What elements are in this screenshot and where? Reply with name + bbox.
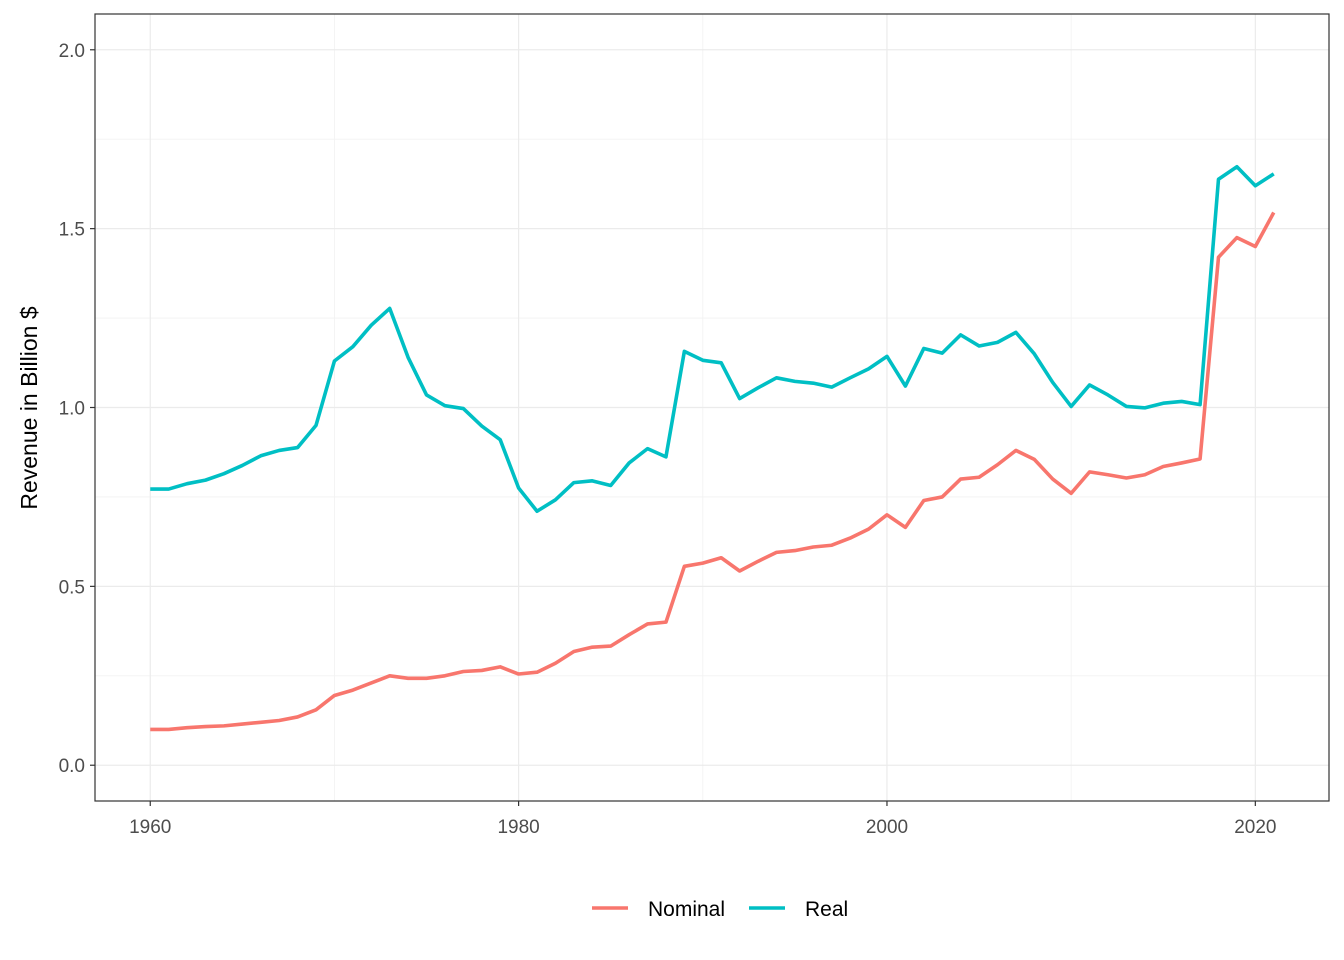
y-tick-label: 0.5 (59, 577, 85, 598)
x-tick-label: 1980 (497, 817, 539, 838)
legend-item-nominal: Nominal (592, 898, 725, 921)
legend-label: Nominal (648, 898, 725, 921)
grid-lines (95, 14, 1329, 801)
legend: Nominal Real (592, 898, 848, 921)
y-tick-label: 2.0 (59, 41, 85, 62)
legend-item-real: Real (749, 898, 848, 921)
axis-ticks: 1960 1980 2000 2020 0.0 0.5 1.0 1.5 2.0 (59, 41, 1277, 838)
x-tick-label: 2000 (866, 817, 908, 838)
y-tick-label: 1.5 (59, 220, 85, 241)
series-line-real (150, 164, 1275, 514)
legend-label: Real (805, 898, 848, 921)
x-tick-label: 1960 (129, 817, 171, 838)
series-line-nominal (150, 211, 1276, 732)
x-tick-label: 2020 (1234, 817, 1276, 838)
series-lines (150, 164, 1276, 732)
y-tick-label: 0.0 (59, 756, 85, 777)
y-axis-title: Revenue in Billion $ (16, 306, 42, 510)
y-tick-label: 1.0 (59, 399, 85, 420)
